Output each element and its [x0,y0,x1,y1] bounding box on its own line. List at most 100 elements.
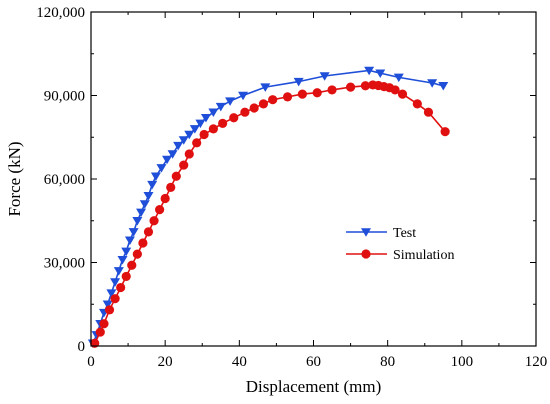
plot-frame [90,11,537,347]
data-point-test [110,278,121,287]
data-point-simulation [423,107,434,117]
series-test [87,66,449,348]
y-tick-label: 30,000 [44,256,85,272]
data-point-simulation [132,249,142,259]
data-point-test [167,150,178,159]
x-tick-label: 100 [451,354,474,370]
data-point-test [195,119,206,129]
data-point-simulation [116,282,126,293]
data-point-test [225,97,236,106]
data-point-test [215,102,226,112]
data-point-test [184,130,195,140]
data-point-test [117,255,128,265]
legend-label-test: Test [393,226,416,241]
data-point-simulation [218,118,228,128]
data-point-test [121,247,132,257]
legend-marker-shape [361,228,371,237]
legend: Test Simulation [346,226,454,263]
data-point-simulation [327,85,337,95]
data-point-simulation [99,319,109,329]
data-point-test [147,180,158,190]
data-point-test [132,217,143,226]
data-point-simulation [121,271,131,282]
data-point-simulation [360,81,371,91]
data-point-test [293,77,304,87]
data-point-simulation [297,89,307,99]
legend-marker-simulation [361,249,371,259]
data-point-simulation [258,99,269,109]
tick-labels: 0 20 40 60 80 100 120 0 30,000 60,000 90,000 120,00… [36,5,547,370]
data-point-test [178,136,189,145]
y-tick-label: 60,000 [44,172,85,188]
data-point-simulation [397,89,408,99]
data-point-test [113,267,124,276]
y-tick-label: 0 [78,339,86,355]
legend-label-simulation: Simulation [393,248,454,263]
data-point-simulation [312,88,322,98]
data-point-test [364,66,375,76]
data-point-test [438,82,449,91]
data-point-test [208,108,219,117]
data-point-simulation [192,138,202,148]
data-point-simulation [138,238,148,248]
x-tick-label: 80 [380,354,395,370]
data-point-simulation [184,149,194,159]
data-point-test [319,72,330,81]
data-point-test [162,155,173,165]
series-layer [87,66,450,348]
series-line-simulation [93,84,446,344]
data-point-simulation [208,124,218,134]
data-point-test [375,69,386,78]
data-point-test [150,172,161,181]
data-point-test [156,164,167,173]
data-point-simulation [166,182,176,192]
data-point-simulation [268,95,278,105]
data-point-simulation [440,127,450,137]
data-point-simulation [143,227,154,237]
data-point-test [173,141,184,151]
data-point-simulation [282,92,293,102]
data-point-simulation [229,113,239,123]
data-point-test [189,125,200,134]
legend-marker-shape [361,249,371,259]
data-point-simulation [345,82,356,92]
data-point-test [260,83,271,92]
x-axis-label: Displacement (mm) [246,377,382,396]
x-tick-label: 60 [306,354,321,370]
data-point-simulation [171,171,181,181]
data-point-simulation [179,160,189,170]
data-point-simulation [95,327,105,337]
y-tick-label: 90,000 [44,89,85,105]
y-axis-label: Force (kN) [5,141,24,216]
data-point-simulation [412,99,422,109]
data-point-simulation [155,205,165,215]
x-tick-label: 120 [525,354,548,370]
data-point-test [136,208,147,218]
data-point-simulation [104,305,115,315]
data-point-test [106,289,117,298]
x-tick-label: 0 [87,354,95,370]
data-point-test [102,300,113,309]
data-point-test [124,236,135,245]
data-point-simulation [240,107,250,117]
ticks [90,11,537,347]
data-point-test [200,114,211,123]
x-tick-label: 20 [158,354,173,370]
data-point-simulation [127,260,137,270]
data-point-simulation [249,103,259,113]
data-point-test [143,191,154,201]
data-point-simulation [110,294,120,304]
data-point-simulation [390,85,400,95]
data-point-simulation [199,129,209,140]
y-tick-label: 120,000 [36,5,85,21]
data-point-test [393,73,404,83]
data-point-test [139,200,150,209]
data-point-simulation [160,193,170,204]
data-point-test [427,79,438,88]
data-point-simulation [149,216,159,226]
legend-marker-test [361,228,371,237]
x-tick-label: 40 [232,354,247,370]
data-point-test [238,91,249,101]
series-simulation [90,80,450,348]
